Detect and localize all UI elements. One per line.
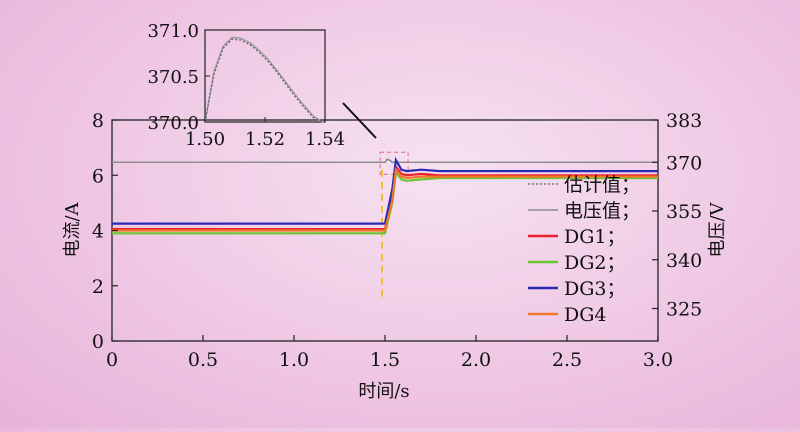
legend-label-5: DG3； xyxy=(564,278,626,300)
inset-y-tick-label: 370.0 xyxy=(147,113,199,134)
inset-x-tick-label: 1.52 xyxy=(245,129,285,150)
x-tick-label: 1.0 xyxy=(279,349,309,371)
legend-label-4: DG2； xyxy=(564,252,626,274)
legend-label-3: DG1； xyxy=(564,226,626,248)
inset-x-tick-label: 1.54 xyxy=(305,129,345,150)
series-line-2 xyxy=(112,158,658,164)
x-tick-label: 3.0 xyxy=(643,349,673,371)
series-line-6 xyxy=(112,166,658,232)
y-left-tick-label: 8 xyxy=(92,110,104,132)
y-left-tick-label: 0 xyxy=(92,331,104,353)
x-tick-label: 0.5 xyxy=(188,349,218,371)
legend-label-6: DG4 xyxy=(564,304,607,326)
x-axis-title: 时间/s xyxy=(358,381,409,402)
inset-y-tick-label: 370.5 xyxy=(147,67,199,88)
y-left-tick-label: 4 xyxy=(92,221,104,243)
chart-inset: 1.50 1.52 1.54 370.0 370.5 371.0 xyxy=(147,21,345,150)
x-tick-label: 2.5 xyxy=(552,349,582,371)
x-tick-label: 0 xyxy=(106,349,118,371)
inset-series-line-1 xyxy=(204,36,325,123)
chart-series-group xyxy=(112,156,658,235)
zoom-connector-line xyxy=(342,102,377,139)
y-right-axis-title: 电压/V xyxy=(707,201,728,257)
y-right-tick-label: 370 xyxy=(666,152,702,174)
y-right-tick-label: 325 xyxy=(666,299,702,321)
y-right-tick-label: 383 xyxy=(666,110,702,132)
inset-series-line-2 xyxy=(204,38,325,123)
x-tick-label: 2.0 xyxy=(461,349,491,371)
y-left-tick-label: 2 xyxy=(92,276,104,298)
chart-legend: 估计值； 电压值； DG1； DG2； DG3； DG4 xyxy=(528,174,640,326)
legend-label-1: 估计值； xyxy=(564,174,640,196)
x-tick-label: 1.5 xyxy=(370,349,400,371)
chart-ticks-group: 0 0.5 1.0 1.5 2.0 2.5 3.0 0 2 4 6 8 325 340 355 370 383 xyxy=(92,110,702,371)
legend-label-2: 电压值； xyxy=(564,200,640,222)
inset-x-tick-label: 1.50 xyxy=(185,129,225,150)
series-line-5 xyxy=(112,156,658,225)
y-right-tick-label: 340 xyxy=(666,250,702,272)
y-left-axis-title: 电流/A xyxy=(62,201,83,257)
y-left-tick-label: 6 xyxy=(92,165,104,187)
inset-y-tick-label: 371.0 xyxy=(147,21,199,42)
y-right-tick-label: 355 xyxy=(666,201,702,223)
